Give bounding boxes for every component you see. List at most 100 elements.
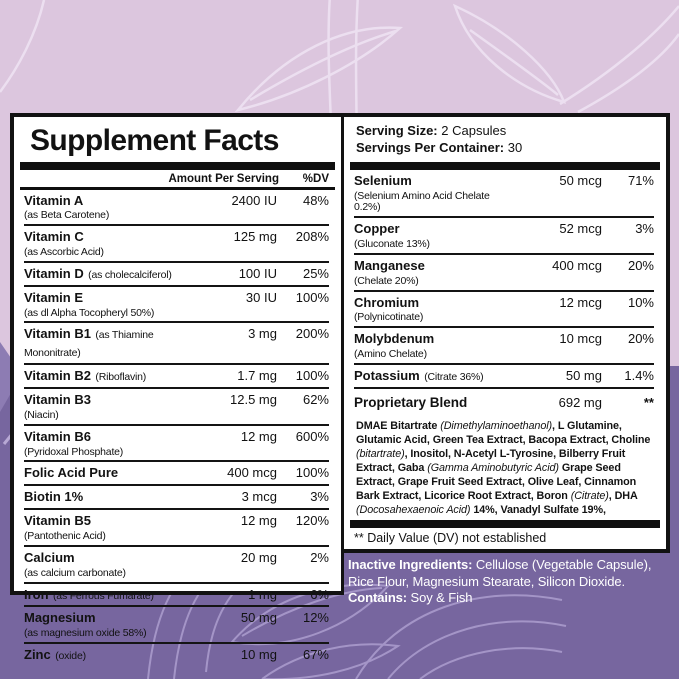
nutrient-dv: 208% — [295, 229, 329, 245]
nutrient-label: Vitamin B6 (Pyridoxal Phosphate) — [24, 428, 189, 459]
nutrient-dv: 100% — [295, 368, 329, 384]
servings-per-container-value: 30 — [504, 139, 523, 155]
nutrient-row: Vitamin A (as Beta Carotene) 2400 IU 48% — [24, 190, 329, 225]
amount-per-serving-header: Amount Per Serving — [168, 172, 279, 185]
nutrient-source: (Riboflavin) — [95, 371, 147, 384]
nutrient-label: Calcium (as calcium carbonate) — [24, 549, 189, 580]
nutrient-amount: 3 mcg — [241, 489, 277, 505]
contains-text: Soy & Fish — [407, 590, 473, 606]
nutrient-amount: 12 mg — [240, 428, 277, 444]
nutrient-dv: 67% — [302, 647, 329, 663]
nutrient-name: Vitamin C — [24, 229, 84, 245]
nutrient-name: Vitamin E — [24, 289, 84, 305]
nutrient-label: Iron (as Ferrous Fumarate) — [24, 586, 189, 604]
nutrient-amount: 1.7 mg — [237, 368, 277, 384]
inactive-ingredients-label: Inactive Ingredients: — [348, 557, 473, 572]
blend-ingredient-segment: 14%, Vanadyl Sulfate 19%, Phosphatidylse… — [473, 503, 606, 516]
nutrient-amount: 400 mcg — [552, 257, 602, 273]
nutrient-dv: 120% — [295, 513, 329, 529]
nutrient-amount: 30 IU — [245, 289, 277, 305]
nutrient-dv: 600% — [295, 428, 329, 444]
nutrient-row: Vitamin B2 (Riboflavin) 1.7 mg 100% — [24, 363, 329, 387]
serving-size-line: Serving Size: 2 Capsules — [356, 123, 656, 140]
nutrient-dv: 48% — [302, 192, 329, 208]
nutrient-amount: 12 mg — [240, 513, 277, 529]
nutrient-label: Vitamin B1 (as Thiamine Mononitrate) — [24, 325, 189, 361]
nutrient-name: Vitamin B5 — [24, 513, 91, 529]
nutrient-row: Iron (as Ferrous Fumarate) 1 mg 6% — [24, 581, 329, 606]
nutrient-amount: 3 mg — [248, 326, 277, 342]
daily-value-footnote: ** Daily Value (DV) not established — [354, 531, 547, 545]
nutrient-dv: 25% — [302, 265, 329, 281]
proprietary-blend-ingredients: DMAE Bitartrate (Dimethylaminoethanol), … — [344, 419, 666, 517]
nutrient-name: Vitamin B2 — [24, 368, 91, 384]
dv-header: %DV — [302, 172, 329, 185]
nutrient-label: Proprietary Blend — [354, 394, 514, 412]
nutrient-source: (as cholecalciferol) — [88, 268, 172, 281]
blend-ingredient-segment: (Gamma Aminobutyric Acid) — [427, 461, 559, 474]
nutrient-row: Manganese (Chelate 20%) 400 mcg 20% — [354, 252, 654, 290]
nutrient-dv: 6% — [310, 586, 329, 602]
nutrient-source: (Chelate 20%) — [354, 274, 419, 287]
panel-title: Supplement Facts — [30, 124, 279, 157]
nutrient-row: Magnesium (as magnesium oxide 58%) 50 mg… — [24, 605, 329, 642]
nutrient-dv: 100% — [295, 289, 329, 305]
blend-ingredient-segment: (Citrate) — [570, 489, 609, 502]
nutrient-label: Vitamin E (as dl Alpha Tocopheryl 50%) — [24, 289, 189, 320]
nutrient-row: Folic Acid Pure 400 mcg 100% — [24, 460, 329, 484]
serving-size-value: 2 Capsules — [437, 123, 507, 138]
nutrient-source: (Pyridoxal Phosphate) — [24, 445, 124, 458]
nutrient-label: Copper (Gluconate 13%) — [354, 220, 514, 251]
nutrient-row: Molybdenum (Amino Chelate) 10 mcg 20% — [354, 326, 654, 363]
nutrient-row: Vitamin B1 (as Thiamine Mononitrate) 3 m… — [24, 321, 329, 363]
divider-medium — [20, 186, 335, 190]
nutrient-label: Magnesium (as magnesium oxide 58%) — [24, 609, 189, 640]
blend-ingredient-segment: , L Glutamine, Glutamic Acid, Green Tea … — [356, 419, 651, 446]
blend-ingredient-segment: , DHA — [608, 489, 638, 502]
nutrient-source: (as Ascorbic Acid) — [24, 246, 104, 259]
nutrient-label: Manganese (Chelate 20%) — [354, 257, 514, 288]
nutrient-name: Vitamin B6 — [24, 428, 91, 444]
supplement-facts-panel-right: Serving Size: 2 Capsules Servings Per Co… — [341, 113, 670, 553]
nutrient-dv: ** — [643, 394, 654, 410]
nutrient-label: Vitamin B5 (Pantothenic Acid) — [24, 512, 189, 543]
nutrient-source: (Gluconate 13%) — [354, 238, 430, 251]
nutrient-name: Biotin 1% — [24, 489, 84, 505]
nutrient-name: Folic Acid Pure — [24, 465, 119, 481]
nutrient-label: Molybdenum (Amino Chelate) — [354, 330, 514, 361]
nutrient-amount: 50 mcg — [559, 172, 602, 188]
nutrient-row: Zinc (oxide) 10 mg 67% — [24, 642, 329, 666]
nutrient-source: (Citrate 36%) — [424, 370, 484, 383]
nutrient-label: Vitamin A (as Beta Carotene) — [24, 192, 189, 223]
divider-heavy — [20, 161, 335, 170]
nutrient-source: (as Beta Carotene) — [24, 209, 110, 222]
servings-per-container-label: Servings Per Container: — [356, 139, 505, 155]
nutrient-name: Vitamin B1 — [24, 326, 91, 342]
inactive-ingredients-list: Cellulose (Vegetable Capsule), Rice Flou… — [348, 557, 652, 589]
nutrient-dv: 12% — [302, 610, 329, 626]
nutrient-row: Chromium (Polynicotinate) 12 mcg 10% — [354, 289, 654, 327]
nutrient-dv: 20% — [627, 331, 654, 347]
blend-ingredient-segment: DMAE Bitartrate — [356, 419, 441, 432]
nutrient-name: Proprietary Blend — [354, 394, 468, 410]
nutrient-source: (Selenium Amino Acid Chelate 0.2%) — [354, 189, 490, 214]
nutrient-name: Potassium — [354, 367, 420, 383]
nutrient-rows-left: Vitamin A (as Beta Carotene) 2400 IU 48%… — [14, 190, 341, 667]
blend-ingredient-segment: , Inositol, N-Acetyl L-Tyrosine, Bilberr… — [356, 447, 626, 474]
nutrient-amount: 50 mg — [240, 610, 277, 626]
nutrient-source: (Amino Chelate) — [354, 348, 427, 361]
nutrient-row: Copper (Gluconate 13%) 52 mcg 3% — [354, 216, 654, 253]
nutrient-row: Calcium (as calcium carbonate) 20 mg 2% — [24, 544, 329, 582]
nutrient-amount: 10 mg — [240, 647, 277, 663]
nutrient-label: Vitamin B3 (Niacin) — [24, 391, 189, 422]
nutrient-dv: 10% — [627, 294, 654, 310]
nutrient-dv: 3% — [310, 489, 329, 505]
nutrient-row: Vitamin C (as Ascorbic Acid) 125 mg 208% — [24, 224, 329, 261]
nutrient-name: Vitamin B3 — [24, 392, 91, 408]
nutrient-source: (Polynicotinate) — [354, 311, 424, 324]
nutrient-source: (as Ferrous Fumarate) — [53, 589, 154, 602]
nutrient-dv: 3% — [635, 221, 654, 237]
nutrient-source: (as Thiamine Mononitrate) — [24, 329, 154, 360]
nutrient-name: Magnesium — [24, 610, 96, 626]
nutrient-label: Zinc (oxide) — [24, 646, 189, 664]
